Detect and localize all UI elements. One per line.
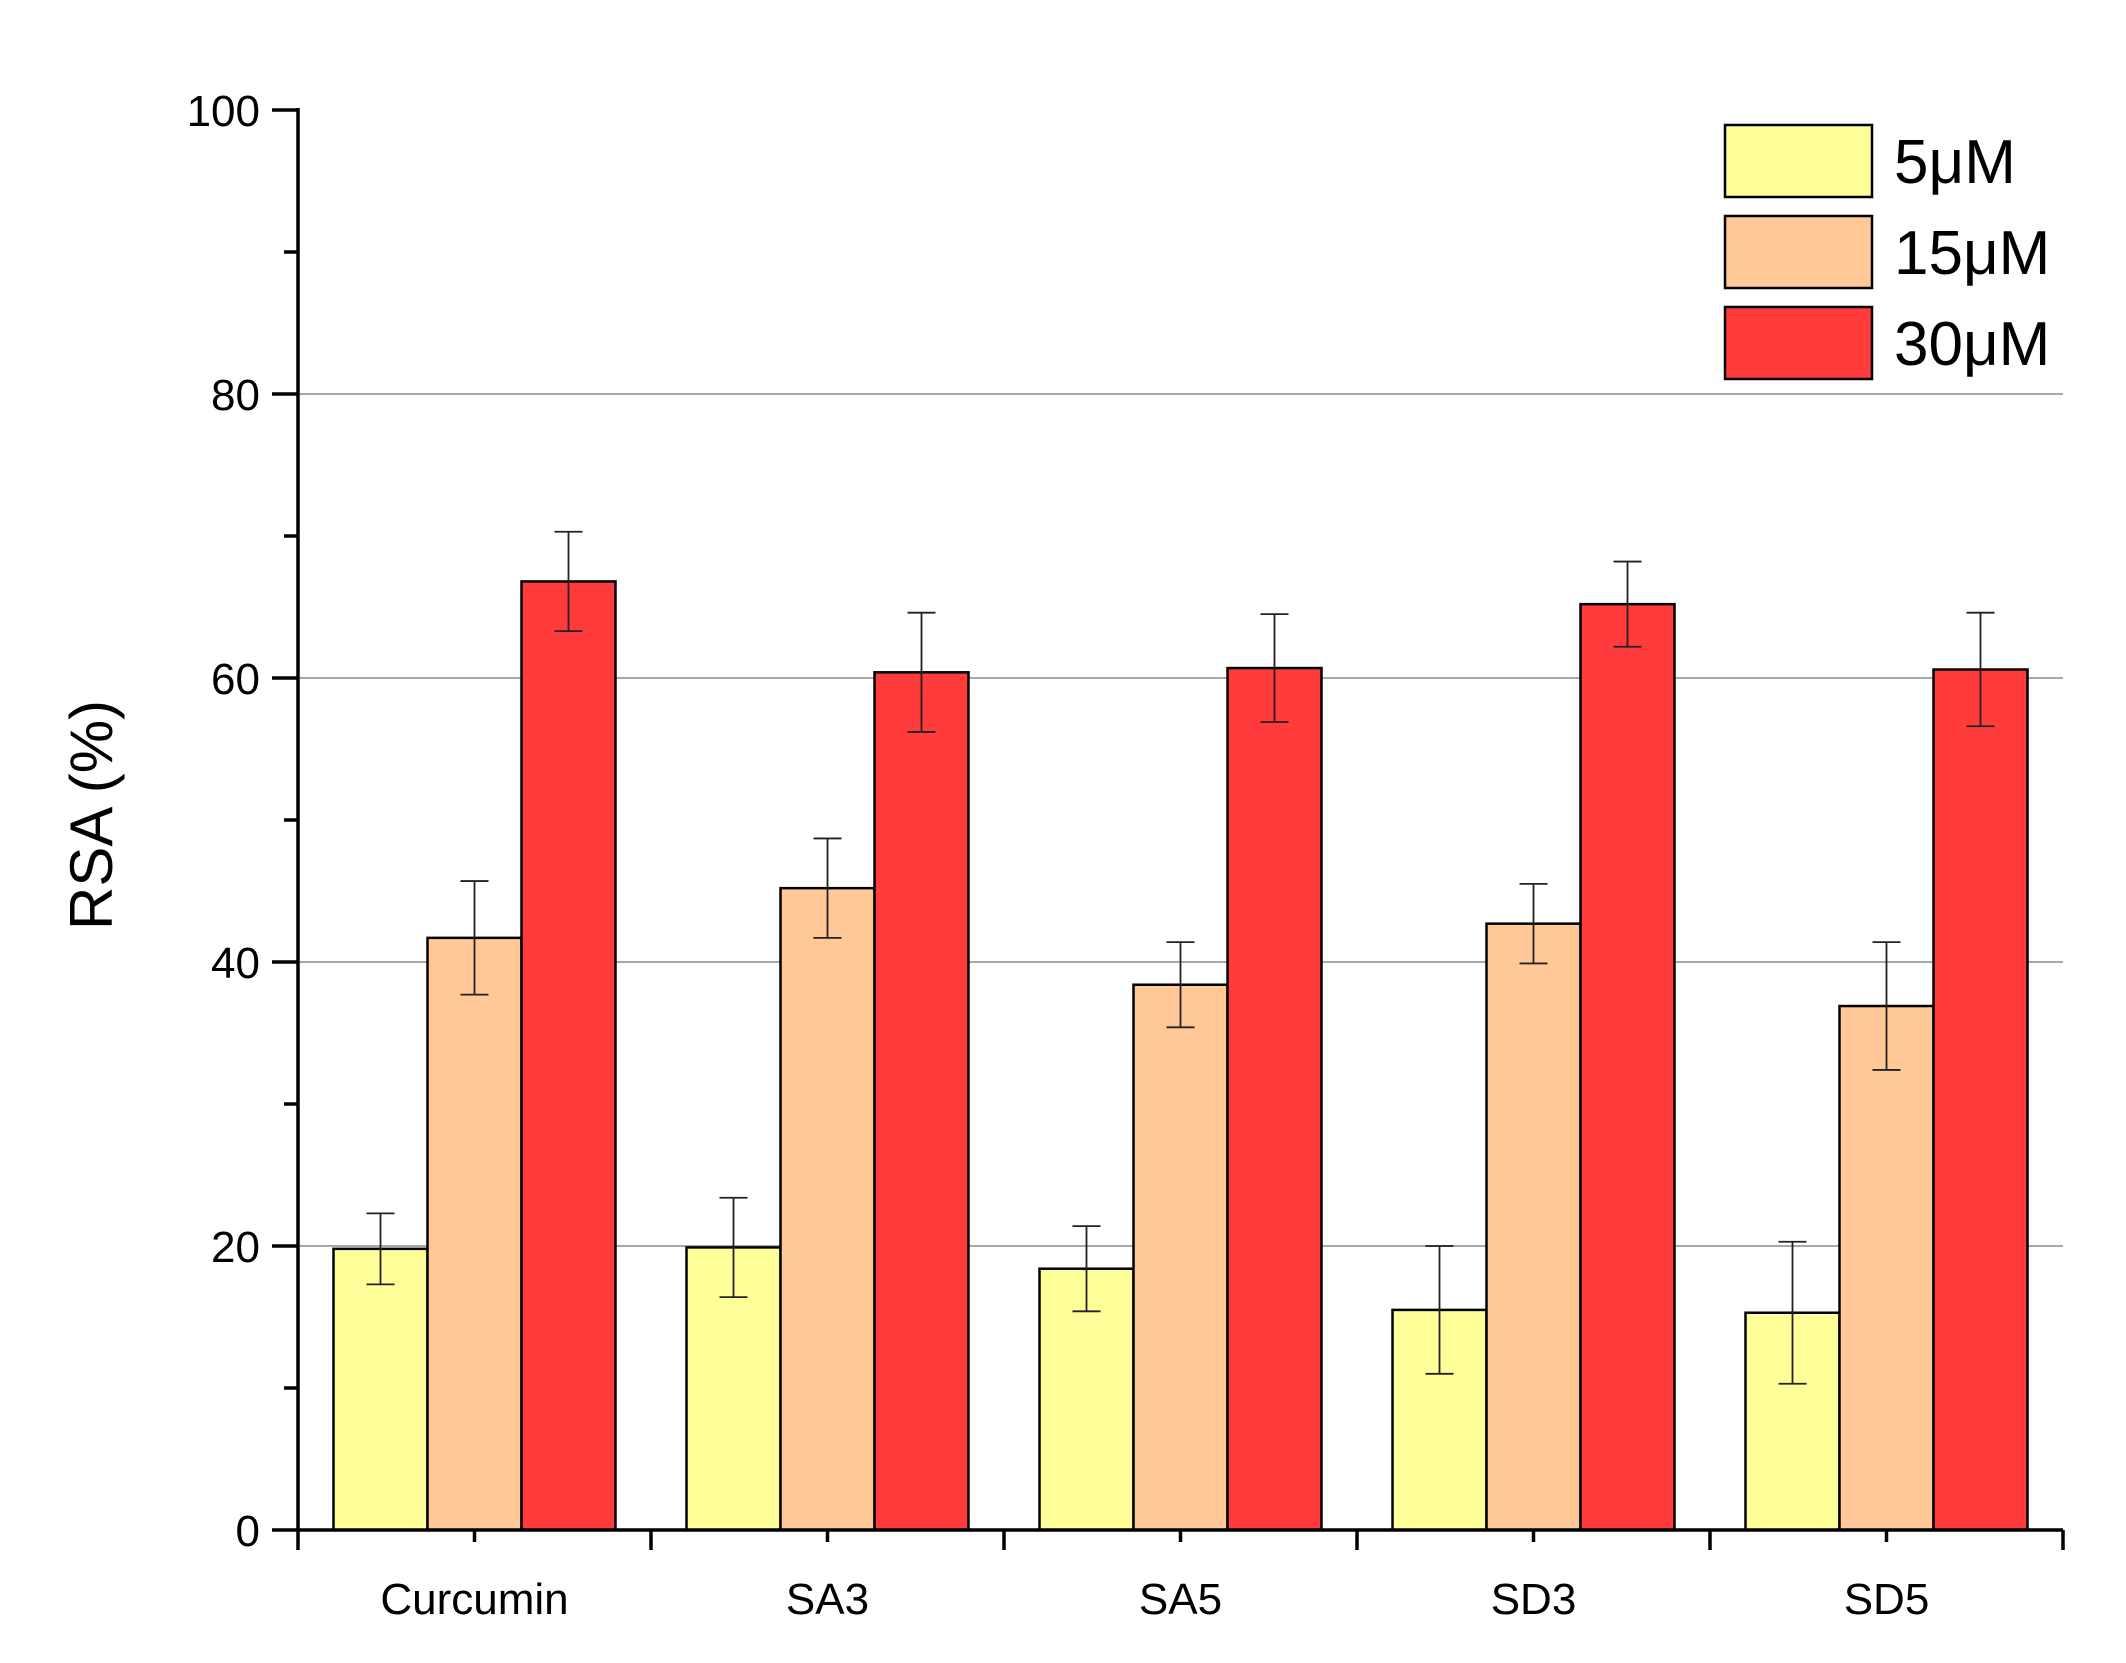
error-bars — [366, 530, 1995, 1385]
bars — [332, 580, 2029, 1532]
y-tick-label: 80 — [211, 371, 260, 420]
legend: 5μM 15μM 30μM — [1723, 123, 2050, 381]
x-ticks: Curcumin SA3 SA5 SD3 SD5 — [296, 1530, 2065, 1624]
x-tick-label-sa5: SA5 — [1139, 1575, 1222, 1624]
bar-sd5-series-3 — [1932, 668, 2029, 1532]
bar-sd3-series-3 — [1579, 602, 1676, 1532]
bar-curcumin-series-2 — [426, 936, 523, 1532]
bar-sa5-series-2 — [1132, 983, 1229, 1532]
bar-sa3-series-3 — [873, 671, 970, 1532]
legend-swatch-series-3 — [1723, 305, 1874, 381]
y-tick-label: 40 — [211, 939, 260, 988]
bar-curcumin-series-3 — [520, 580, 617, 1532]
y-tick-label: 20 — [211, 1223, 260, 1272]
x-tick-label-sd5: SD5 — [1844, 1575, 1930, 1624]
bar-sd5-series-2 — [1838, 1004, 1935, 1532]
x-tick-label-curcumin: Curcumin — [380, 1575, 568, 1624]
legend-swatch-series-2 — [1723, 214, 1874, 290]
legend-label-series-3: 30μM — [1894, 310, 2050, 379]
bar-sa3-series-2 — [779, 886, 876, 1532]
x-tick-label-sa3: SA3 — [786, 1575, 869, 1624]
legend-label-series-1: 5μM — [1894, 128, 2016, 197]
y-axis-title: RSA (%) — [58, 700, 125, 930]
bar-sa5-series-3 — [1226, 666, 1323, 1532]
y-tick-label: 100 — [187, 87, 260, 136]
bar-sd3-series-2 — [1485, 922, 1582, 1532]
y-tick-label: 60 — [211, 655, 260, 704]
y-tick-label: 0 — [236, 1507, 260, 1556]
bar-curcumin-series-1 — [332, 1247, 429, 1532]
y-ticks: 0 20 40 60 80 100 — [187, 87, 298, 1556]
x-tick-label-sd3: SD3 — [1491, 1575, 1577, 1624]
legend-label-series-2: 15μM — [1894, 219, 2050, 288]
legend-swatch-series-1 — [1723, 123, 1874, 199]
